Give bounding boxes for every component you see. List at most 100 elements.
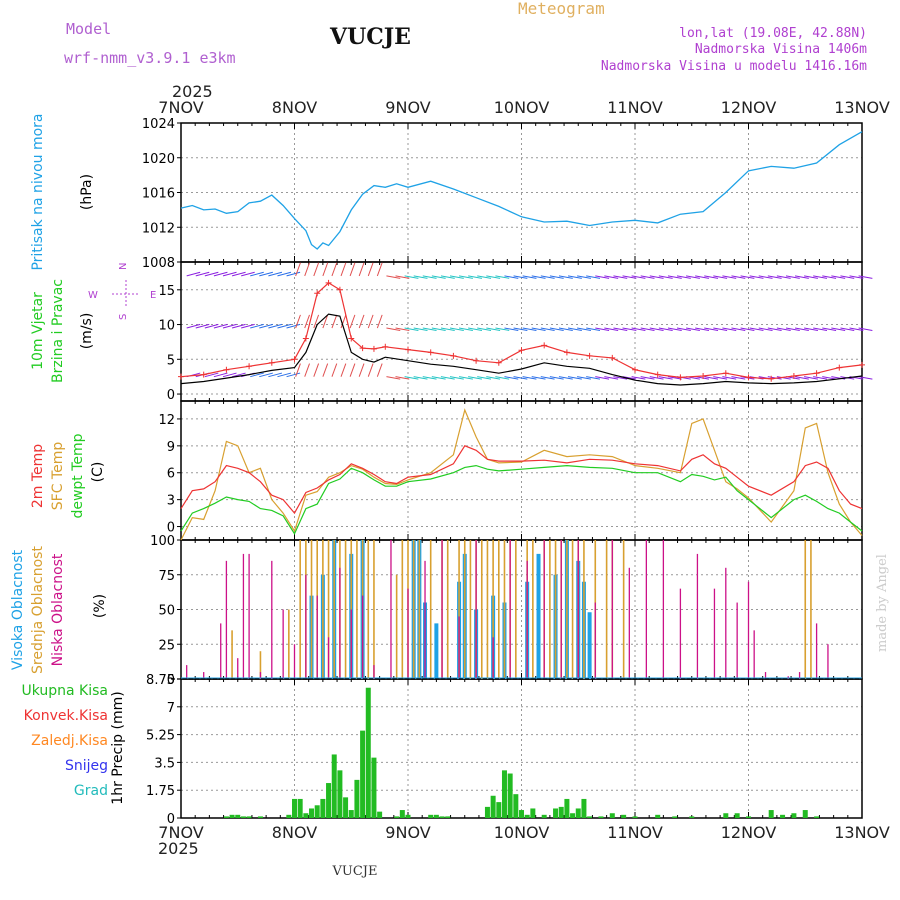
wind-arrow (477, 376, 492, 380)
precip-bar (348, 810, 354, 818)
wind-arrow (431, 275, 446, 279)
pressure-unit: (hPa) (79, 174, 95, 210)
wind-arrow (722, 327, 737, 331)
wind-arrow (695, 327, 710, 331)
wind-gust-marker (291, 356, 298, 363)
wind-ytick-label: 15 (158, 284, 175, 299)
wind-arrow (531, 376, 546, 380)
wind-arrow (822, 327, 837, 331)
sfc-temp-label: SFC Temp (50, 442, 66, 511)
wind-arrow (604, 327, 619, 331)
wind-arrow (613, 275, 628, 279)
wind-arrow (340, 262, 347, 277)
precip-bar (399, 810, 405, 818)
wind-arrow (540, 327, 555, 331)
wind-arrow (322, 262, 329, 277)
wind-arrow (858, 275, 873, 279)
wind-gust-marker (178, 373, 184, 380)
wind-arrow (349, 363, 356, 377)
wind-arrow (640, 275, 655, 279)
wind-arrow (331, 363, 338, 377)
precip-bar (343, 797, 349, 818)
precip-bar (405, 814, 411, 818)
wind-arrow (241, 271, 255, 277)
dewpt-line (180, 464, 863, 535)
wind-ytick-label: 10 (158, 319, 175, 334)
wind-arrow (540, 376, 555, 380)
wind-gust-marker (768, 375, 775, 382)
wind-arrow (295, 262, 301, 277)
wind-arrow (268, 271, 283, 277)
precip-bar (428, 814, 434, 818)
wind-arrow (658, 376, 673, 380)
precip-ytick-label: 5.25 (146, 729, 175, 744)
wind-arrow (749, 327, 764, 331)
wind-arrow (449, 275, 464, 279)
precip-bar (558, 806, 564, 818)
precip-bar (519, 810, 524, 818)
wind-arrow (695, 275, 710, 279)
top-day-label: 9NOV (385, 98, 430, 117)
precip-bar (672, 816, 678, 818)
wind-arrow (567, 275, 582, 279)
model-name: wrf-nmm_v3.9.1 e3km (64, 49, 236, 67)
wind-arrow (195, 323, 210, 329)
precip-bar (632, 816, 638, 818)
wind-gust-marker (427, 349, 434, 356)
precip-bar (496, 802, 502, 818)
wind-arrow (477, 275, 492, 279)
wind-gust-marker (632, 366, 638, 373)
wind-arrow (313, 314, 320, 329)
precip-bar (768, 810, 774, 818)
wind-arrow (458, 275, 473, 279)
wind-arrow (486, 376, 501, 380)
wind-arrow (649, 275, 664, 279)
wind-arrow (604, 376, 619, 380)
wind-arrow (358, 262, 365, 277)
clouds-ytick-label: 100 (150, 534, 175, 549)
wind-arrow (222, 271, 237, 277)
wind-arrow (785, 275, 800, 279)
wind-arrow (558, 376, 573, 380)
wind-arrow (250, 271, 264, 277)
wind-gust-marker (473, 357, 480, 364)
wind-arrow (713, 327, 728, 331)
wind-arrow (595, 275, 610, 279)
wind-arrow (695, 376, 710, 380)
wind-arrow (722, 275, 737, 279)
precip-bar (746, 816, 751, 818)
wind-arrow (858, 327, 873, 331)
wind-arrow (813, 376, 828, 380)
wind-arrow (313, 363, 320, 377)
wind-arrow (413, 327, 428, 331)
precip-bar (331, 754, 337, 818)
wind-arrow (250, 323, 264, 329)
wind-arrow (794, 376, 809, 380)
precip-bar (530, 808, 536, 818)
precip-bar (365, 687, 371, 818)
wind-gust-marker (790, 372, 797, 379)
wind-unit: (m/s) (79, 313, 95, 350)
precip-bar (320, 798, 326, 818)
wind-arrow (740, 275, 755, 279)
wind-arrow (740, 327, 755, 331)
precip-bar (354, 779, 360, 818)
precip-bar (229, 814, 235, 818)
wind-arrow (231, 271, 246, 277)
wind-arrow (667, 376, 682, 380)
pressure-ylabel: Pritisak na nivou mora (30, 113, 46, 270)
wind-arrow (504, 376, 519, 380)
wind-arrow (313, 262, 320, 277)
precip-bar (609, 813, 615, 818)
wind-arrow (531, 275, 546, 279)
wind-arrow (658, 327, 673, 331)
wind-arrow (413, 376, 428, 380)
wind-arrow (577, 376, 591, 380)
wind-arrow (349, 314, 356, 329)
wind-arrow (504, 275, 519, 279)
precip-bar (507, 773, 513, 818)
wind-gust-marker (859, 361, 865, 368)
wind-ytick-label: 5 (167, 353, 175, 368)
wind-arrow (277, 323, 292, 329)
wind-arrow (259, 372, 273, 378)
